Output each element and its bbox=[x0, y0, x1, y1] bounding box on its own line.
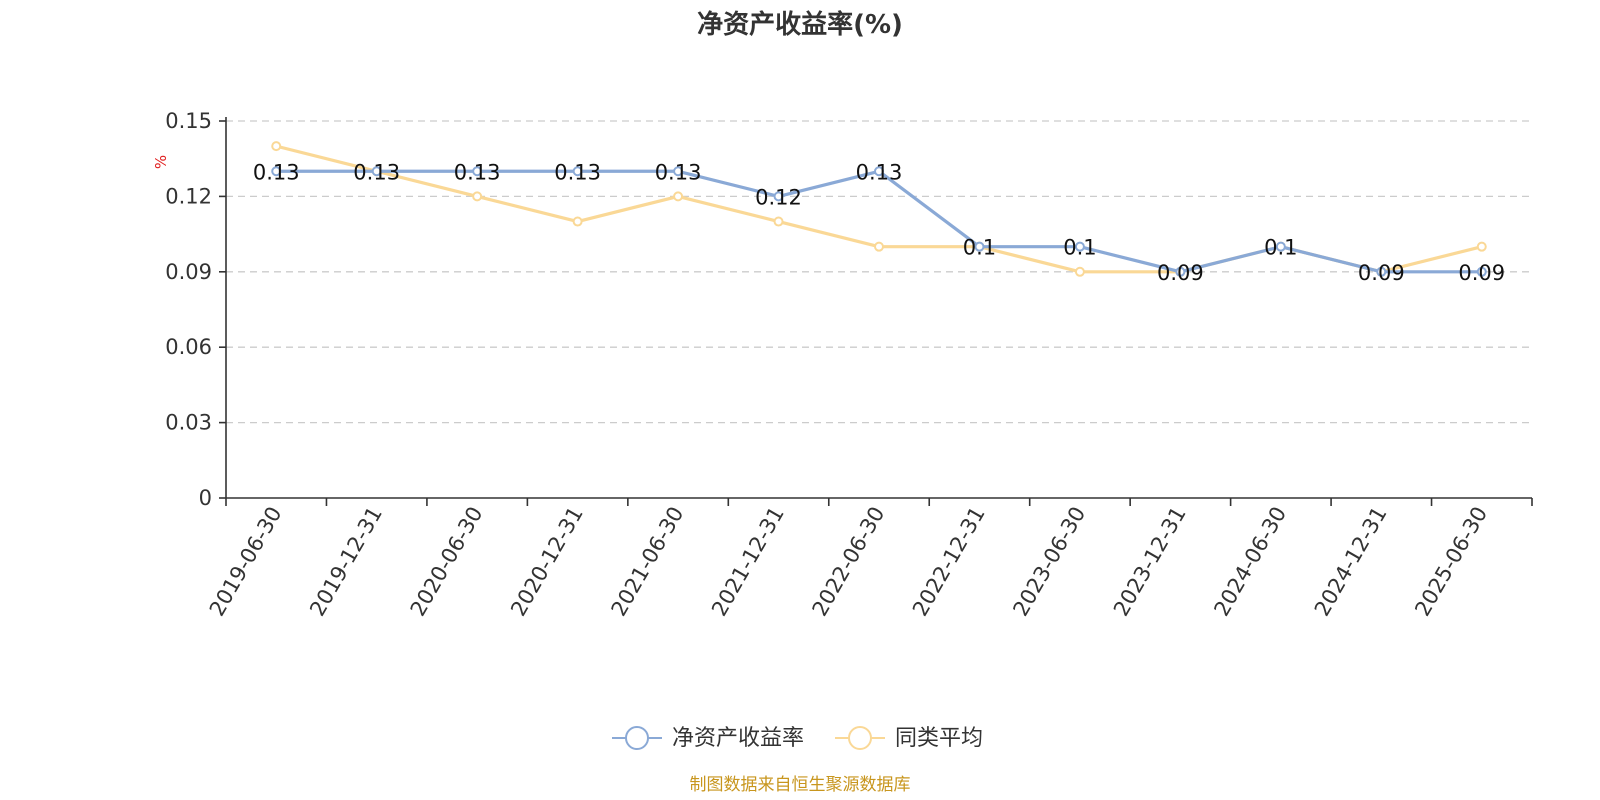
data-point-roe bbox=[1275, 241, 1286, 252]
legend-label-roe: 净资产收益率 bbox=[672, 726, 804, 751]
series-lines bbox=[271, 141, 1487, 277]
x-tick-label: 2024-12-31 bbox=[1310, 503, 1392, 621]
grid-lines bbox=[226, 120, 1532, 424]
data-point-roe bbox=[371, 166, 382, 177]
data-label: 0.1 bbox=[963, 236, 996, 260]
y-axis-unit: % bbox=[152, 155, 170, 169]
data-point-roe bbox=[874, 166, 884, 177]
data-point-roe bbox=[974, 241, 985, 252]
data-label: 0.13 bbox=[655, 160, 702, 184]
y-tick-label: 0.09 bbox=[165, 260, 212, 284]
y-tick-label: 0.06 bbox=[165, 335, 212, 359]
data-point-roe bbox=[1476, 266, 1487, 277]
legend-label-peer-average: 同类平均 bbox=[895, 726, 983, 751]
chart-title: 净资产收益率(%) bbox=[697, 9, 903, 40]
data-point-roe bbox=[572, 166, 583, 177]
data-source-note: 制图数据来自恒生聚源数据库 bbox=[690, 775, 911, 795]
data-label: 0.13 bbox=[454, 160, 501, 184]
data-label: 0.1 bbox=[1264, 236, 1297, 260]
x-tick-label: 2022-06-30 bbox=[808, 503, 890, 621]
y-tick-label: 0.15 bbox=[165, 109, 212, 133]
data-labels: 0.13 0.13 0.13 0.13 0.13 0.12 0.13 0.1 0.1 0.09 0.… bbox=[253, 160, 1505, 285]
data-point-roe bbox=[1175, 266, 1186, 277]
axes: 0 0.03 0.06 0.09 0.12 0.15 2019-06-30 2019-12-3… bbox=[165, 109, 1533, 621]
x-tick-label: 2021-06-30 bbox=[607, 503, 689, 621]
data-label: 0.13 bbox=[253, 160, 300, 184]
legend[interactable]: 净资产收益率 同类平均 bbox=[612, 726, 983, 751]
x-tick-label: 2022-12-31 bbox=[908, 503, 990, 621]
legend-item-peer-average[interactable]: 同类平均 bbox=[835, 726, 983, 751]
x-tick-label: 2019-06-30 bbox=[205, 503, 287, 621]
data-point-peer-average bbox=[472, 191, 483, 202]
legend-marker-roe bbox=[625, 726, 649, 750]
data-point-peer-average bbox=[874, 241, 884, 252]
data-point-roe bbox=[1074, 241, 1085, 252]
data-label: 0.13 bbox=[856, 160, 903, 184]
x-tick-label: 2023-12-31 bbox=[1109, 503, 1191, 621]
x-tick-label: 2020-12-31 bbox=[506, 503, 588, 621]
data-label: 0.12 bbox=[755, 185, 802, 209]
x-tick-label: 2020-06-30 bbox=[406, 502, 488, 620]
data-label: 0.13 bbox=[353, 160, 400, 184]
data-point-peer-average bbox=[1476, 241, 1487, 252]
data-label: 0.09 bbox=[1157, 261, 1204, 285]
data-point-roe bbox=[472, 166, 483, 177]
x-tick-label: 2021-12-31 bbox=[707, 503, 789, 621]
legend-marker-peer-average bbox=[848, 726, 872, 750]
data-label: 0.09 bbox=[1458, 261, 1505, 285]
x-tick-label: 2023-06-30 bbox=[1008, 503, 1090, 621]
data-label: 0.13 bbox=[554, 160, 601, 184]
y-tick-label: 0 bbox=[199, 486, 212, 510]
y-tick-label: 0.12 bbox=[165, 184, 212, 208]
data-label: 0.1 bbox=[1063, 236, 1096, 260]
data-point-roe bbox=[773, 191, 784, 202]
x-tick-label: 2025-06-30 bbox=[1410, 503, 1492, 621]
legend-item-roe[interactable]: 净资产收益率 bbox=[612, 726, 804, 751]
data-point-roe bbox=[673, 166, 684, 177]
data-point-roe bbox=[1376, 266, 1387, 277]
data-point-peer-average bbox=[673, 191, 684, 202]
data-point-peer-average bbox=[1074, 266, 1085, 277]
data-point-peer-average bbox=[271, 141, 282, 152]
x-tick-label: 2024-06-30 bbox=[1209, 503, 1291, 621]
data-label: 0.09 bbox=[1358, 261, 1405, 285]
data-point-peer-average bbox=[572, 216, 583, 227]
series-line-roe bbox=[276, 169, 1482, 274]
y-tick-label: 0.03 bbox=[165, 411, 212, 435]
data-point-roe bbox=[271, 166, 282, 177]
data-point-peer-average bbox=[773, 216, 784, 227]
x-tick-label: 2019-12-31 bbox=[305, 503, 387, 621]
